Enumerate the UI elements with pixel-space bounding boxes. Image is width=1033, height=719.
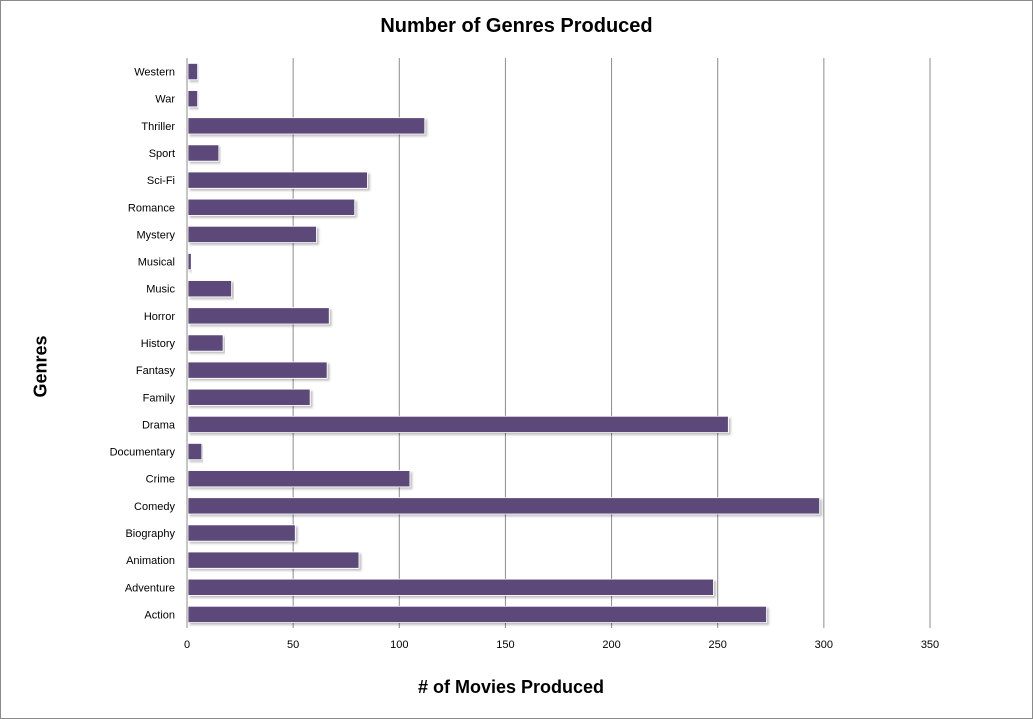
y-tick-label: Biography	[125, 528, 175, 540]
y-tick-label: Sci-Fi	[147, 175, 175, 187]
x-tick-label: 150	[496, 639, 514, 651]
x-tick-label: 250	[709, 639, 727, 651]
bar-mystery	[187, 225, 317, 243]
y-tick-label: Musical	[138, 257, 175, 269]
bar-family	[187, 388, 311, 406]
y-tick-label: Western	[134, 67, 175, 79]
bar-crime	[187, 470, 411, 488]
x-tick-label: 200	[602, 639, 620, 651]
x-tick-label: 350	[921, 639, 939, 651]
x-tick-label: 0	[184, 639, 190, 651]
bar-documentary	[187, 443, 203, 461]
bar-fantasy	[187, 361, 328, 379]
y-tick-label: Drama	[142, 419, 176, 431]
x-axis-label: # of Movies Produced	[417, 677, 605, 697]
bar-animation	[187, 551, 360, 569]
y-tick-label: Fantasy	[136, 365, 176, 377]
y-tick-label: Action	[144, 609, 175, 621]
bar-romance	[187, 198, 356, 216]
bar-western	[187, 63, 199, 81]
bar-adventure	[187, 578, 714, 596]
y-tick-label: History	[141, 338, 176, 350]
bar-drama	[187, 415, 729, 433]
x-tick-label: 300	[815, 639, 833, 651]
y-tick-label: Horror	[144, 311, 176, 323]
y-tick-label: Comedy	[134, 501, 175, 513]
bar-history	[187, 334, 224, 352]
bar-biography	[187, 524, 296, 542]
y-tick-label: Sport	[149, 148, 175, 160]
y-tick-label: War	[155, 94, 175, 106]
bar-war	[187, 90, 199, 108]
bar-thriller	[187, 117, 426, 135]
bar-comedy	[187, 497, 821, 515]
y-tick-label: Documentary	[110, 447, 176, 459]
y-tick-label: Family	[143, 392, 176, 404]
y-tick-label: Crime	[146, 474, 175, 486]
y-tick-label: Thriller	[141, 121, 175, 133]
bar-musical	[187, 253, 192, 271]
x-tick-label: 100	[390, 639, 408, 651]
chart-title: Number of Genres Produced	[380, 15, 653, 37]
bar-music	[187, 280, 232, 298]
bar-sport	[187, 144, 220, 162]
bar-action	[187, 605, 767, 623]
y-tick-label: Adventure	[125, 582, 175, 594]
y-tick-label: Romance	[128, 202, 175, 214]
y-tick-label: Mystery	[137, 229, 176, 241]
y-tick-label: Animation	[126, 555, 175, 567]
y-tick-label: Music	[146, 284, 175, 296]
x-tick-label: 50	[287, 639, 299, 651]
bar-horror	[187, 307, 330, 325]
bar-sci-fi	[187, 171, 368, 189]
